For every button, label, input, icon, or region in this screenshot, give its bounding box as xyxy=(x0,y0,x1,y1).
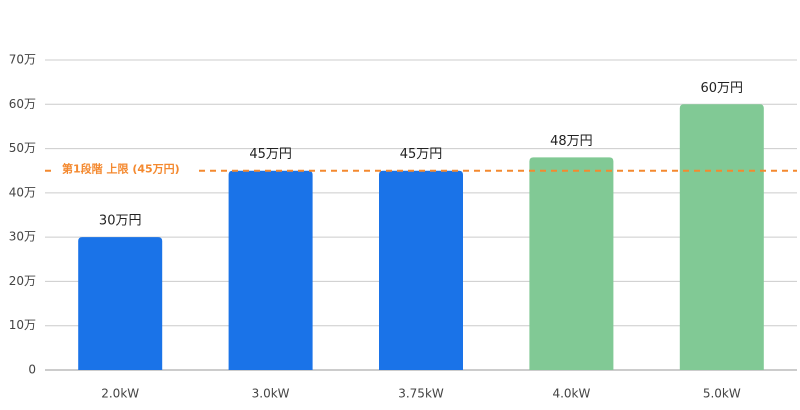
value-label: 48万円 xyxy=(550,134,593,149)
x-tick-label: 2.0kW xyxy=(101,387,139,401)
y-tick-label: 10万 xyxy=(9,318,36,332)
value-label: 30万円 xyxy=(99,214,142,229)
value-label: 45万円 xyxy=(249,147,292,162)
y-tick-label: 40万 xyxy=(9,185,36,199)
reference-label-bg xyxy=(56,161,196,178)
bar xyxy=(529,157,614,370)
y-tick-label: 70万 xyxy=(9,53,36,67)
y-tick-label: 30万 xyxy=(9,230,36,244)
reference-label: 第1段階 上限 (45万円) xyxy=(62,162,180,176)
y-tick-label: 60万 xyxy=(9,97,36,111)
bar xyxy=(379,170,463,370)
x-tick-label: 5.0kW xyxy=(703,387,741,401)
x-tick-label: 4.0kW xyxy=(552,387,590,401)
x-tick-label: 3.0kW xyxy=(252,387,290,401)
y-tick-label: 0 xyxy=(28,363,36,377)
x-tick-label: 3.75kW xyxy=(398,387,444,401)
value-label: 60万円 xyxy=(701,81,744,96)
y-tick-label: 50万 xyxy=(9,141,36,155)
bar xyxy=(679,104,764,371)
y-tick-label: 20万 xyxy=(9,274,36,288)
bar xyxy=(78,237,163,370)
bar xyxy=(228,170,313,370)
value-label: 45万円 xyxy=(400,147,443,162)
